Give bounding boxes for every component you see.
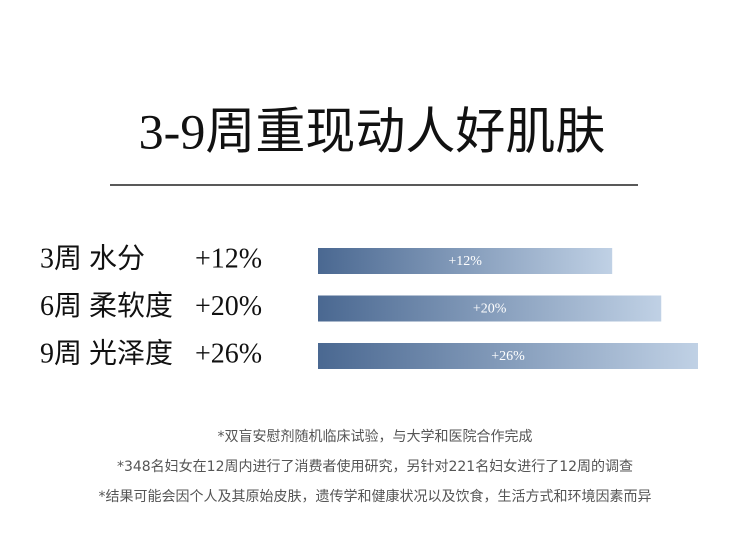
value-text: +26% <box>195 338 262 369</box>
category-label: 9周 光泽度 <box>40 337 173 369</box>
category-label: 3周 水分 <box>40 242 145 274</box>
footnote: *结果可能会因个人及其原始皮肤，遗传学和健康状况以及饮食，生活方式和环境因素而异 <box>99 488 652 505</box>
value-text: +12% <box>195 243 262 274</box>
bar-value-label: +26% <box>491 349 525 364</box>
chart-title: 3-9周重现动人好肌肤 <box>139 103 606 159</box>
bar <box>318 343 698 369</box>
bar-value-label: +20% <box>473 302 507 317</box>
footnote: *双盲安慰剂随机临床试验，与大学和医院合作完成 <box>218 428 533 445</box>
bar <box>318 248 613 274</box>
bar-value-label: +12% <box>448 254 482 269</box>
value-text: +20% <box>195 291 262 322</box>
footnote: *348名妇女在12周内进行了消费者使用研究，另针对221名妇女进行了12周的调… <box>117 458 633 475</box>
bar <box>318 295 662 322</box>
category-label: 6周 柔软度 <box>40 290 173 322</box>
